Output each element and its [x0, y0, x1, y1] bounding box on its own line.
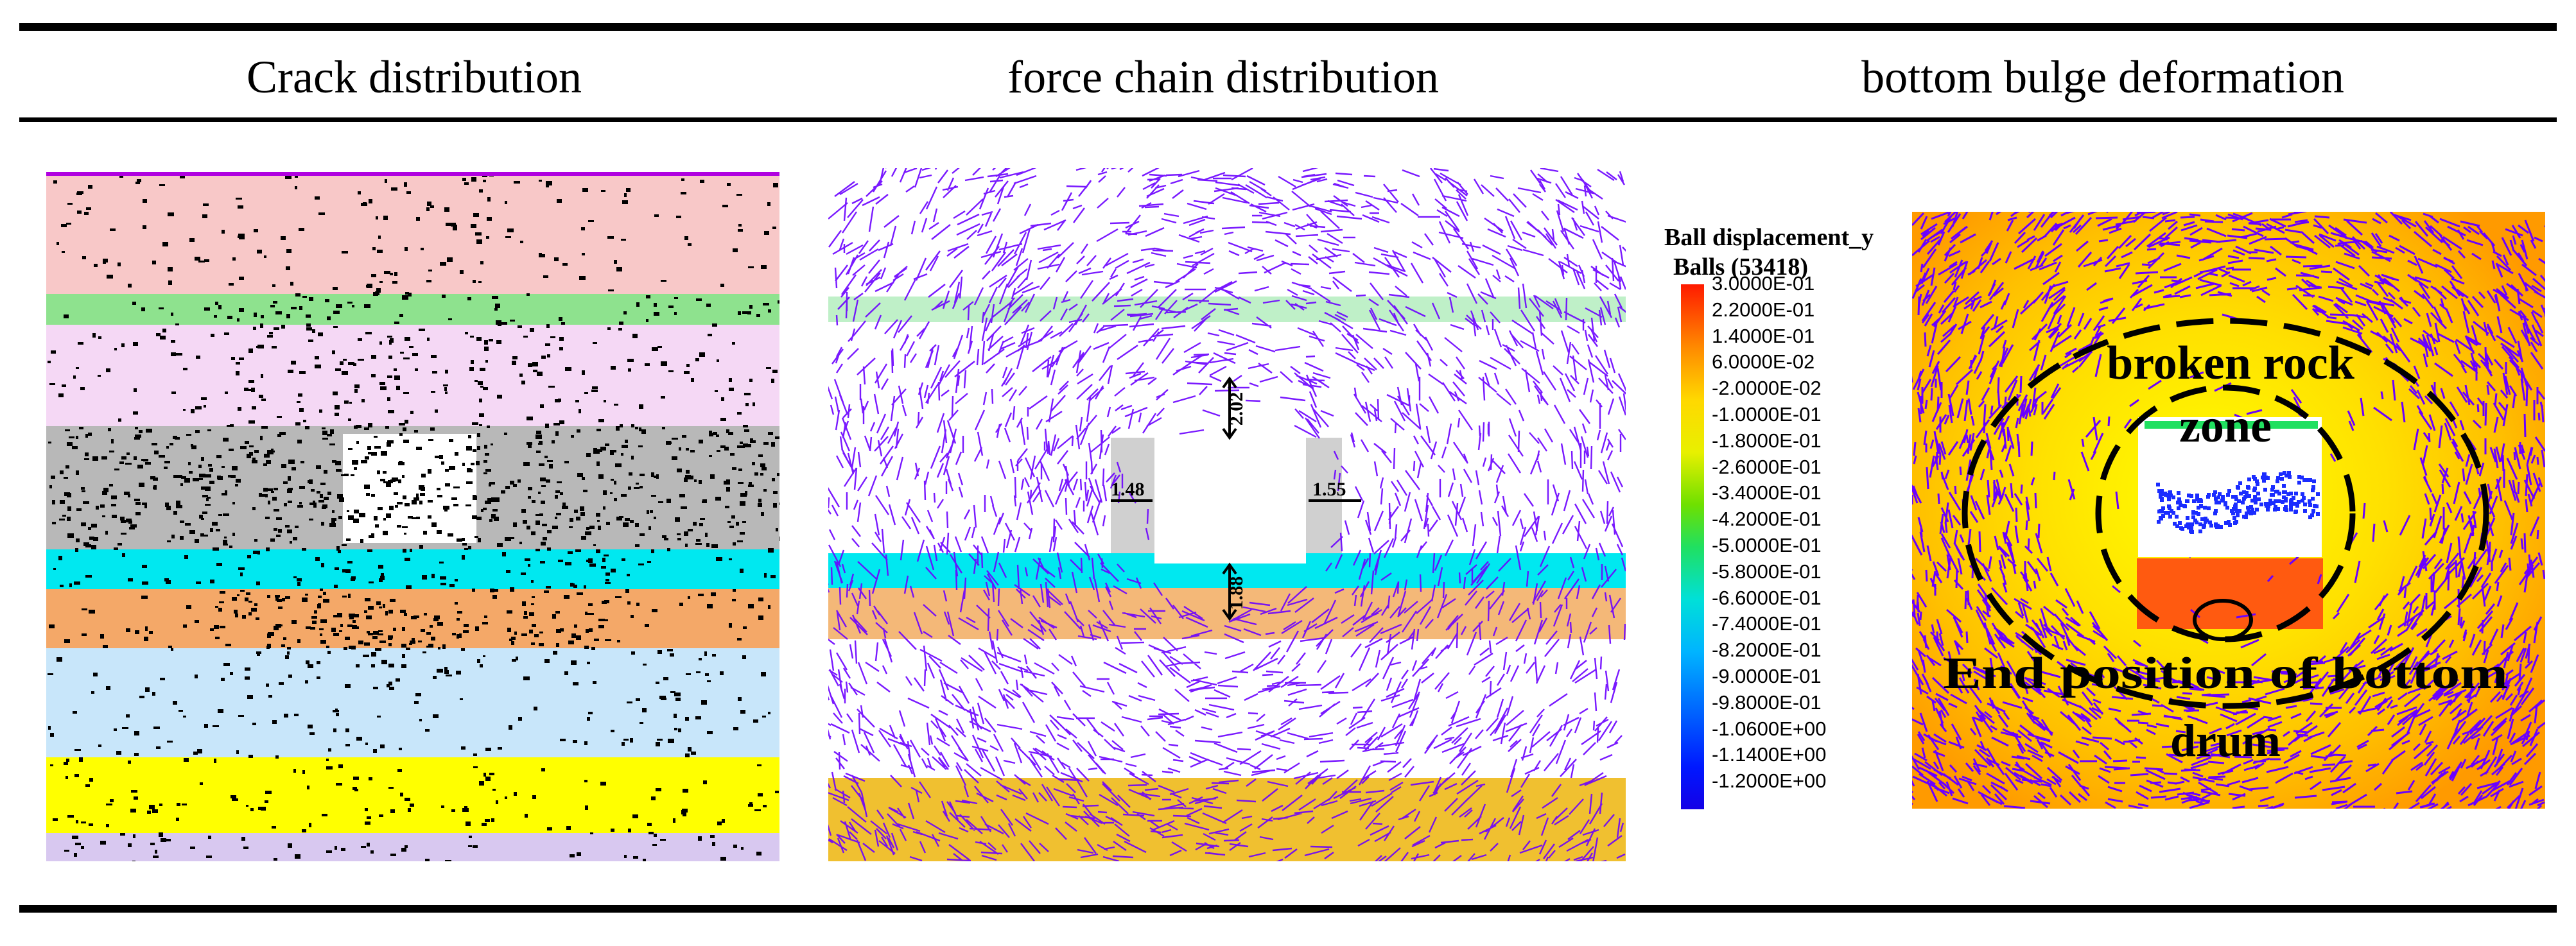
colorbar-tick-label: -3.4000E-01 [1712, 481, 1822, 504]
stratum-layer [46, 757, 779, 833]
colorbar-tick-label: 2.2000E-01 [1712, 298, 1815, 321]
colorbar-tick-label: -8.2000E-01 [1712, 639, 1822, 662]
dimension-label-top: 2.02 [1226, 392, 1247, 426]
force-chain-network [828, 168, 1626, 861]
header-rule [19, 117, 2557, 122]
legend-subtitle: Balls (53418) [1673, 254, 1809, 280]
colorbar-tick-label: -5.8000E-01 [1712, 560, 1822, 583]
colorbar-tick-label: 3.0000E-01 [1712, 272, 1815, 295]
colorbar-tick-label: -2.6000E-01 [1712, 455, 1822, 478]
colorbar-tick-label: -2.0000E-02 [1712, 377, 1822, 400]
colorbar-tick-label: -7.4000E-01 [1712, 612, 1822, 635]
colorbar-tick-label: -9.0000E-01 [1712, 665, 1822, 687]
header-crack-distribution: Crack distribution [247, 51, 582, 103]
colorbar-tick-label: -9.8000E-01 [1712, 691, 1822, 714]
colorbar-tick-label: 6.0000E-02 [1712, 350, 1815, 374]
stratum-layer [46, 294, 779, 325]
force-chain-lines [828, 168, 1626, 861]
bottom-bulge-deformation-image: broken rock zone End position of bottom … [1912, 212, 2545, 809]
broken-rock-zone-outline [1962, 318, 2489, 709]
dimension-arrows [1111, 376, 1361, 621]
end-position-marker [2193, 599, 2253, 641]
displacement-colorbar [1681, 284, 1704, 809]
roadway-opening [2138, 417, 2322, 557]
roadway-opening [1154, 438, 1306, 563]
fallen-particles [2145, 421, 2320, 534]
colorbar-tick-label: -1.0000E-01 [1712, 403, 1822, 426]
dimension-label-left: 1.48 [1111, 479, 1145, 500]
colorbar-tick-label: -5.0000E-01 [1712, 534, 1822, 556]
colorbar-tick-label: -1.0600E+00 [1712, 717, 1827, 740]
floor-heave-zone [2137, 558, 2323, 629]
colorbar-tick-label: -1.1400E+00 [1712, 743, 1827, 766]
legend-title: Ball displacement_y [1664, 224, 1874, 251]
stratum-layer [46, 172, 779, 294]
broken-rock-zone-label-2: zone [2179, 400, 2272, 452]
top-boundary-line [46, 172, 779, 176]
header-force-chain-distribution: force chain distribution [1007, 51, 1439, 103]
broken-rock-zone-label-1: broken rock [2107, 337, 2355, 390]
colorbar-tick-label: 1.4000E-01 [1712, 324, 1815, 347]
stratum-layer [46, 325, 779, 426]
colorbar-tick-label: -4.2000E-01 [1712, 508, 1822, 531]
end-position-label-2: drum [2170, 715, 2281, 766]
force-chain-lines [1912, 212, 2545, 809]
crack-distribution-image [46, 172, 779, 861]
end-position-label-1: End position of bottom [1943, 649, 2508, 698]
stratum-layer [46, 549, 779, 589]
stratum-layer [46, 833, 779, 861]
dimension-label-bottom: 1.88 [1226, 576, 1247, 610]
dimension-label-right: 1.55 [1312, 479, 1346, 500]
colorbar-tick-label: -6.6000E-01 [1712, 586, 1822, 609]
roof-particles [2145, 421, 2318, 429]
force-chain-distribution-image: 2.02 1.48 1.55 1.88 [828, 168, 1626, 861]
displaced-particles [2156, 471, 2320, 534]
table-top-rule [19, 23, 2557, 31]
force-chain-overlay [1912, 212, 2545, 809]
header-bottom-bulge-deformation: bottom bulge deformation [1861, 51, 2344, 103]
table-bottom-rule [19, 905, 2557, 913]
colorbar-tick-label: -1.2000E+00 [1712, 770, 1827, 793]
colorbar-tick-label: -1.8000E-01 [1712, 429, 1822, 452]
